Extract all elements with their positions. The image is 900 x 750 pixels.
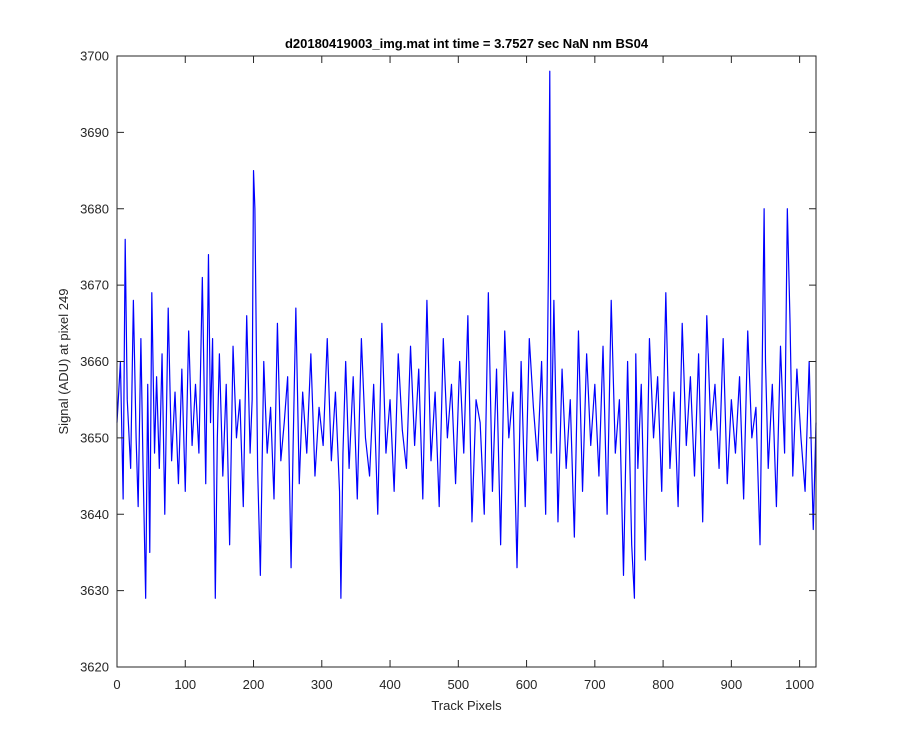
y-tick-label: 3660 — [80, 354, 109, 369]
x-tick-label: 500 — [447, 677, 469, 692]
y-tick-label: 3670 — [80, 278, 109, 293]
y-tick-label: 3620 — [80, 660, 109, 675]
chart-title: d20180419003_img.mat int time = 3.7527 s… — [285, 36, 649, 51]
x-tick-label: 400 — [379, 677, 401, 692]
y-tick-label: 3680 — [80, 201, 109, 216]
y-axis-ticks: 3620 3630 3640 3650 3660 3670 3680 3690 3700 — [80, 49, 816, 675]
x-tick-label: 800 — [652, 677, 674, 692]
y-axis-label: Signal (ADU) at pixel 249 — [56, 289, 71, 435]
x-tick-label: 300 — [311, 677, 333, 692]
y-tick-label: 3650 — [80, 430, 109, 445]
y-tick-label: 3700 — [80, 49, 109, 64]
y-tick-label: 3690 — [80, 125, 109, 140]
x-axis-label: Track Pixels — [431, 698, 502, 713]
y-tick-label: 3630 — [80, 583, 109, 598]
x-tick-label: 700 — [584, 677, 606, 692]
x-tick-label: 0 — [113, 677, 120, 692]
x-axis-ticks: 0 100 200 300 400 500 600 700 800 900 1000 — [113, 56, 814, 692]
x-tick-label: 900 — [721, 677, 743, 692]
x-tick-label: 600 — [516, 677, 538, 692]
y-tick-label: 3640 — [80, 507, 109, 522]
signal-series-line — [116, 70, 817, 599]
x-tick-label: 200 — [243, 677, 265, 692]
x-tick-label: 100 — [174, 677, 196, 692]
x-tick-label: 1000 — [785, 677, 814, 692]
